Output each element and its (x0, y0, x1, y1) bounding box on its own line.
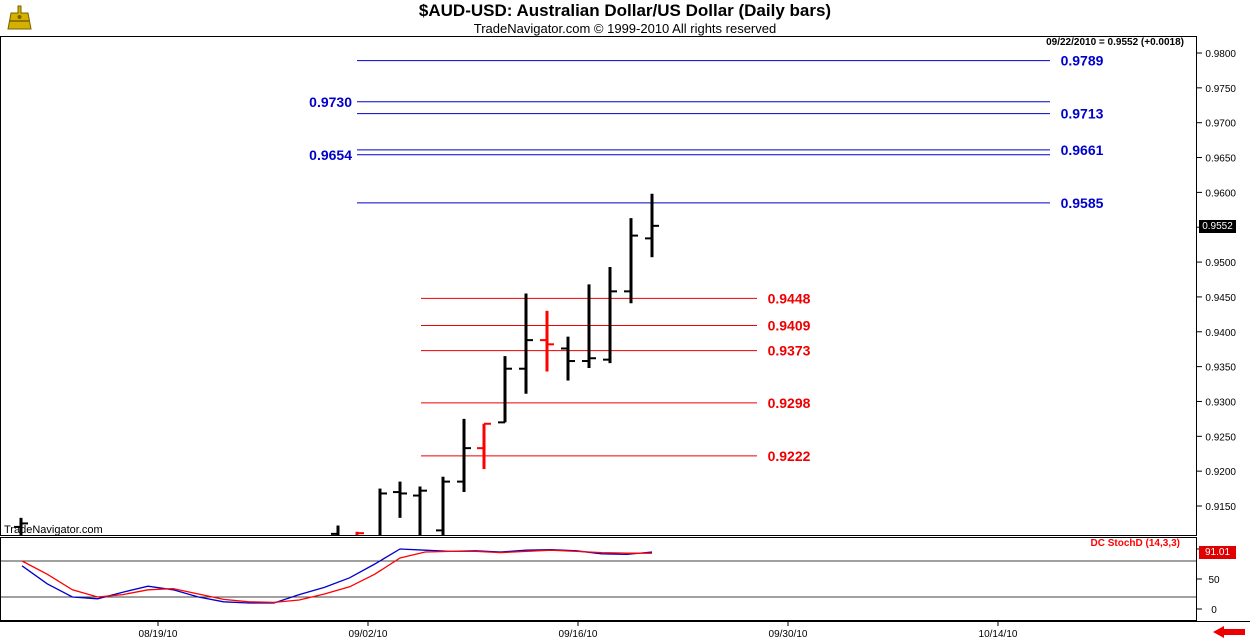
price-tick-label: 0.9350 (1205, 363, 1236, 374)
price-tick-label: 0.9650 (1205, 154, 1236, 165)
resistance-label: 0.9661 (1061, 142, 1104, 158)
ohlc-bar (436, 476, 450, 535)
resistance-label: 0.9713 (1061, 106, 1104, 122)
ohlc-bar (355, 531, 364, 535)
support-label: 0.9222 (768, 448, 811, 464)
stoch-value-tag: 91.01 (1199, 546, 1236, 559)
price-tick-label: 0.9200 (1205, 467, 1236, 478)
ohlc-bar (477, 422, 491, 470)
support-label: 0.9298 (768, 395, 811, 411)
stoch-k-line (21, 548, 653, 604)
price-tick-label: 0.9700 (1205, 119, 1236, 130)
price-tick-label: 0.9750 (1205, 84, 1236, 95)
resistance-label: 0.9585 (1061, 195, 1104, 211)
price-tick-label: 0.9600 (1205, 188, 1236, 199)
stoch-indicator-label: DC StochD (14,3,3) (1090, 538, 1180, 549)
left-arrow-icon[interactable] (1212, 625, 1246, 639)
support-label: 0.9448 (768, 290, 811, 306)
date-tick-label: 08/19/10 (139, 629, 178, 640)
ohlc-bar (498, 356, 512, 424)
price-tick-label: 0.9800 (1205, 49, 1236, 60)
ohlc-bar (378, 488, 387, 535)
resistance-label: 0.9789 (1061, 53, 1104, 69)
price-tick-label: 0.9250 (1205, 432, 1236, 443)
price-tick-label: 0.9500 (1205, 258, 1236, 269)
price-panel-frame (0, 36, 1197, 536)
stoch-tick-label: 50 (1208, 575, 1220, 586)
chart-title: $AUD-USD: Australian Dollar/US Dollar (D… (418, 1, 832, 20)
ohlc-bar (14, 517, 28, 535)
date-tick-label: 09/30/10 (769, 629, 808, 640)
ohlc-bar (331, 525, 340, 535)
price-tick-label: 0.9400 (1205, 328, 1236, 339)
support-label: 0.9409 (768, 317, 811, 333)
current-price-tag: 0.9552 (1199, 220, 1236, 233)
support-label: 0.9373 (768, 343, 811, 359)
price-tick-label: 0.9300 (1205, 397, 1236, 408)
stoch-tick-label: 0 (1211, 605, 1217, 616)
date-tick-label: 09/16/10 (559, 629, 598, 640)
date-tick-label: 10/14/10 (979, 629, 1018, 640)
ohlc-bar (603, 266, 617, 364)
chart-subtitle: TradeNavigator.com © 1999-2010 All right… (473, 21, 777, 36)
trade-navigator-logo-icon[interactable] (4, 3, 34, 33)
ohlc-bar (393, 481, 407, 518)
ohlc-bar (624, 218, 638, 304)
date-tick-label: 09/02/10 (349, 629, 388, 640)
ohlc-bar (457, 418, 471, 493)
resistance-label: 0.9730 (309, 94, 352, 110)
stoch-panel-frame (0, 537, 1197, 621)
resistance-label: 0.9654 (309, 147, 352, 163)
ohlc-bar (413, 486, 427, 535)
ohlc-bar (582, 284, 596, 369)
price-readout: 09/22/2010 = 0.9552 (+0.0018) (1046, 37, 1184, 48)
ohlc-bar (645, 193, 659, 258)
price-tick-label: 0.9450 (1205, 293, 1236, 304)
ohlc-bar (519, 293, 533, 394)
stoch-d-line (21, 549, 652, 604)
watermark: TradeNavigator.com (4, 524, 103, 536)
price-tick-label: 0.9150 (1205, 502, 1236, 513)
ohlc-bar (561, 336, 575, 381)
ohlc-bar (540, 310, 554, 372)
